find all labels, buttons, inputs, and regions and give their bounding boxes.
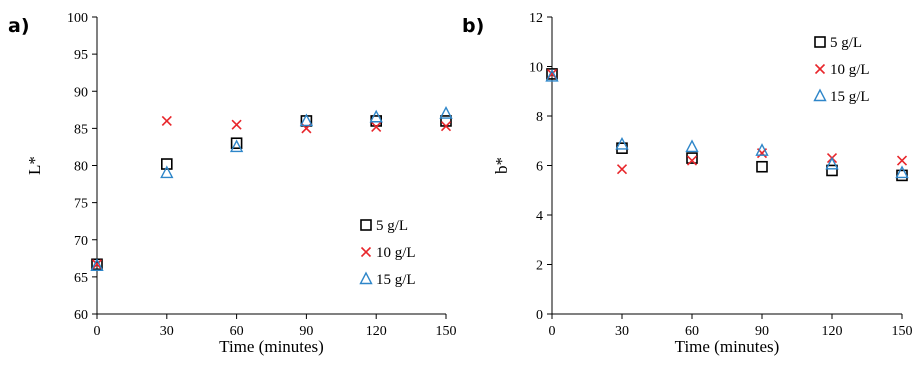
y-tick-label: 2 [536,259,543,274]
x-tick-label: 150 [436,324,457,339]
legend-marker [360,219,372,231]
y-tick-label: 12 [529,11,543,26]
x-tick-label: 60 [685,324,699,339]
y-tick-label: 65 [74,271,88,286]
legend-label: 5 g/L [376,218,408,234]
data-point [895,165,909,179]
legend-marker [359,271,373,285]
data-point [160,165,174,179]
series-10-g-l [546,68,908,175]
y-tick-label: 70 [74,234,88,249]
y-tick-label: 75 [74,197,88,212]
data-point [896,155,908,166]
data-point [686,155,698,166]
legend-marker [814,36,826,48]
data-point [545,68,559,82]
data-point [755,143,769,156]
data-point [231,119,242,130]
data-point [369,109,383,123]
x-tick-label: 0 [94,324,101,339]
y-tick-label: 95 [74,48,88,63]
series-5-g-l [546,68,908,182]
legend-label: 10 g/L [830,62,870,78]
y-axis-title: b* [492,157,511,174]
x-axis-title: Time (minutes) [219,337,324,356]
legend-marker [814,63,826,75]
y-tick-label: 100 [67,11,88,26]
data-point [371,121,382,132]
x-tick-label: 30 [160,324,174,339]
panel-label: b) [462,15,484,37]
x-tick-label: 90 [299,324,313,339]
data-point [91,259,103,270]
data-point [230,137,243,150]
y-tick-label: 6 [536,160,543,175]
data-point [90,258,104,271]
series-15-g-l [90,106,453,271]
data-point [299,113,314,127]
data-point [439,106,453,119]
x-tick-label: 120 [822,324,843,339]
data-point [615,136,629,150]
series-15-g-l [545,68,909,179]
y-tick-label: 4 [536,209,543,224]
legend-label: 10 g/L [376,245,416,261]
y-tick-label: 8 [536,110,543,125]
y-tick-label: 60 [74,308,88,323]
data-point [616,164,628,175]
series-10-g-l [91,115,452,270]
y-tick-label: 85 [74,122,88,137]
data-point [825,156,839,170]
legend-marker [360,246,372,258]
x-tick-label: 60 [230,324,244,339]
y-tick-label: 90 [74,85,88,100]
y-axis-title: L* [25,156,44,175]
x-tick-label: 120 [366,324,387,339]
y-tick-label: 10 [529,61,543,76]
data-point [896,169,908,182]
x-tick-label: 90 [755,324,769,339]
data-point [685,139,699,153]
legend-label: 15 g/L [376,272,416,288]
legend-marker [813,88,827,102]
data-point [229,139,244,153]
data-point [161,158,173,170]
y-tick-label: 80 [74,160,88,175]
chart-panel-a: a) 60 65 70 75 80 85 90 95 100 0 30 60 90 120 150 Time (… [8,11,457,356]
data-point [826,164,838,177]
x-tick-label: 30 [615,324,629,339]
legend: 5 g/L 10 g/L 15 g/L [813,35,870,105]
legend-label: 15 g/L [830,89,870,105]
y-tick-label: 0 [536,308,543,323]
legend: 5 g/L 10 g/L 15 g/L [359,218,416,288]
data-point [686,152,698,164]
x-axis-title: Time (minutes) [675,337,780,356]
x-tick-label: 150 [892,324,913,339]
data-point [756,160,768,173]
x-tick-label: 0 [549,324,556,339]
data-point [161,115,172,127]
data-point [440,121,452,132]
legend-label: 5 g/L [830,35,862,51]
panel-label: a) [8,15,30,37]
